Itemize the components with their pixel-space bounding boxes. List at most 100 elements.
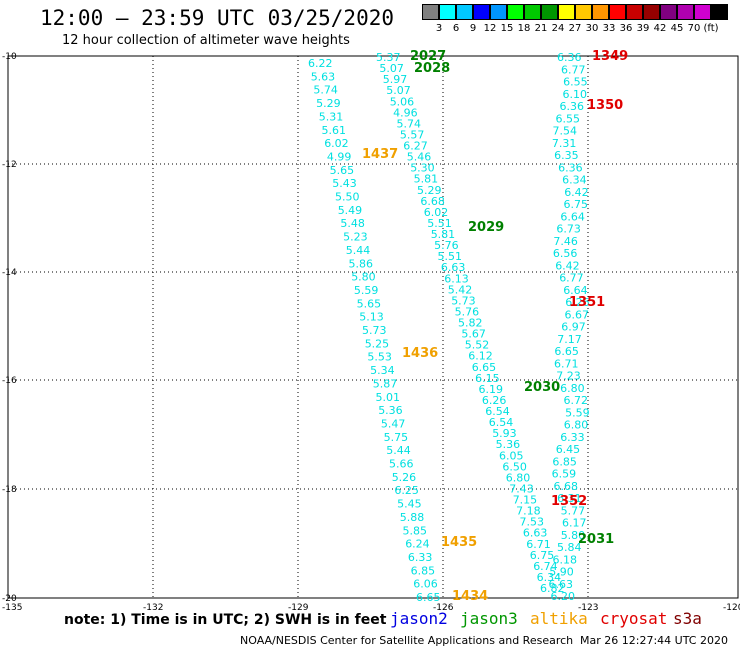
generated-timestamp: Mar 26 12:27:44 UTC 2020: [580, 634, 728, 647]
mission-s3a: s3a: [673, 609, 702, 628]
chart-title: 12:00 – 23:59 UTC 03/25/2020: [40, 6, 395, 30]
legend-label: 24: [551, 23, 565, 34]
wave-height-value: 6.27: [403, 140, 428, 153]
wave-height-value: 6.12: [468, 350, 493, 363]
pass-label: 1435: [441, 535, 477, 550]
legend-swatch: [643, 4, 660, 20]
wave-height-value: 5.65: [330, 164, 355, 177]
wave-height-value: 5.90: [549, 566, 574, 579]
wave-height-value: 6.42: [564, 186, 589, 199]
wave-height-value: 7.23: [556, 370, 581, 383]
wave-height-value: 6.74: [533, 560, 558, 573]
wave-height-value: 6.10: [563, 88, 588, 101]
wave-height-value: 5.80: [351, 271, 376, 284]
wave-height-value: 5.29: [316, 97, 341, 110]
wave-height-value: 5.73: [362, 324, 387, 337]
wave-height-value: 6.31: [557, 492, 582, 505]
wave-height-value: 6.64: [560, 210, 585, 223]
map-frame: [7, 55, 739, 599]
mission-cryosat: cryosat: [600, 609, 668, 628]
wave-height-value: 5.46: [407, 151, 432, 164]
mission-jason2: jason2: [390, 609, 448, 628]
legend-swatch: [711, 4, 728, 20]
wave-height-value: 6.36: [560, 100, 585, 113]
mission-jason3: jason3: [460, 609, 518, 628]
legend-label: 15: [500, 23, 514, 34]
wave-height-value: 7.54: [553, 125, 578, 138]
wave-height-value: 5.87: [373, 377, 398, 390]
wave-height-value: 7.43: [509, 482, 534, 495]
wave-height-value: 6.36: [557, 51, 582, 64]
wave-height-value: 7.15: [513, 494, 538, 507]
wave-height-value: 5.44: [386, 444, 411, 457]
wave-height-value: 5.26: [392, 471, 417, 484]
wave-height-value: 5.77: [561, 504, 586, 517]
lat-tick-label: -10: [2, 52, 17, 62]
pass-label: 2030: [524, 380, 560, 395]
legend-label: 18: [517, 23, 531, 34]
pass-label: 2029: [468, 220, 504, 235]
legend-label: (ft): [703, 23, 719, 34]
wave-height-value: 5.47: [381, 418, 406, 431]
wave-height-value: 6.80: [564, 419, 589, 432]
wave-height-value: 6.26: [482, 394, 507, 407]
wave-height-value: 5.61: [322, 124, 347, 137]
lon-tick-label: -120: [723, 603, 740, 613]
wave-height-value: 5.82: [458, 317, 483, 330]
wave-height-value: 6.56: [553, 247, 578, 260]
wave-height-value: 6.54: [489, 416, 514, 429]
wave-height-value: 6.67: [565, 308, 590, 321]
wave-height-value: 5.67: [461, 328, 486, 341]
wave-height-value: 5.23: [343, 231, 368, 244]
legend-swatch: [694, 4, 711, 20]
wave-height-value: 5.48: [340, 217, 365, 230]
credit-line: NOAA/NESDIS Center for Satellite Applica…: [240, 634, 574, 647]
pass-label: 2027: [410, 49, 446, 64]
lat-tick-label: -12: [2, 160, 17, 170]
wave-height-value: 6.80: [506, 471, 531, 484]
wave-height-value: 6.33: [408, 551, 433, 564]
wave-height-value: 5.42: [448, 283, 473, 296]
wave-height-value: 5.51: [438, 250, 463, 263]
legend-label: 42: [653, 23, 667, 34]
wave-height-value: 5.43: [332, 177, 357, 190]
wave-height-value: 5.07: [379, 62, 404, 75]
legend-swatch: [609, 4, 626, 20]
pass-label: 1352: [551, 494, 587, 509]
lon-tick-label: -126: [433, 603, 454, 613]
lon-tick-label: -129: [288, 603, 309, 613]
pass-label: 1436: [402, 346, 438, 361]
wave-height-value: 6.77: [561, 63, 586, 76]
wave-height-value: 5.53: [367, 351, 392, 364]
wave-height-value: 6.34: [537, 571, 562, 584]
wave-height-value: 6.42: [555, 259, 580, 272]
pass-label: 2031: [578, 532, 614, 547]
legend-swatch: [626, 4, 643, 20]
wave-height-value: 5.63: [311, 70, 336, 83]
legend-swatch: [592, 4, 609, 20]
wave-height-value: 5.30: [410, 162, 435, 175]
wave-height-value: 6.55: [556, 112, 581, 125]
wave-height-value: 5.65: [357, 297, 382, 310]
wave-height-value: 6.65: [554, 345, 579, 358]
wave-height-value: 6.55: [563, 76, 588, 89]
wave-height-value: 6.65: [472, 361, 497, 374]
lon-tick-label: -123: [578, 603, 598, 613]
wave-height-value: 5.37: [376, 51, 401, 64]
wave-height-value: 5.76: [455, 305, 480, 318]
legend-swatch: [575, 4, 592, 20]
wave-height-value: 5.13: [359, 311, 384, 324]
wave-height-value: 5.97: [383, 73, 408, 86]
legend-swatch: [524, 4, 541, 20]
wave-height-value: 5.44: [346, 244, 371, 257]
wave-height-value: 6.50: [502, 460, 527, 473]
legend-swatch: [660, 4, 677, 20]
wave-height-value: 6.82: [540, 582, 565, 595]
legend-swatch: [439, 4, 456, 20]
chart-subtitle: 12 hour collection of altimeter wave hei…: [62, 33, 350, 48]
wave-height-value: 6.64: [563, 284, 588, 297]
legend-label: 30: [585, 23, 599, 34]
legend-swatch: [473, 4, 490, 20]
wave-height-value: 6.71: [554, 357, 579, 370]
wave-height-value: 6.35: [554, 149, 579, 162]
